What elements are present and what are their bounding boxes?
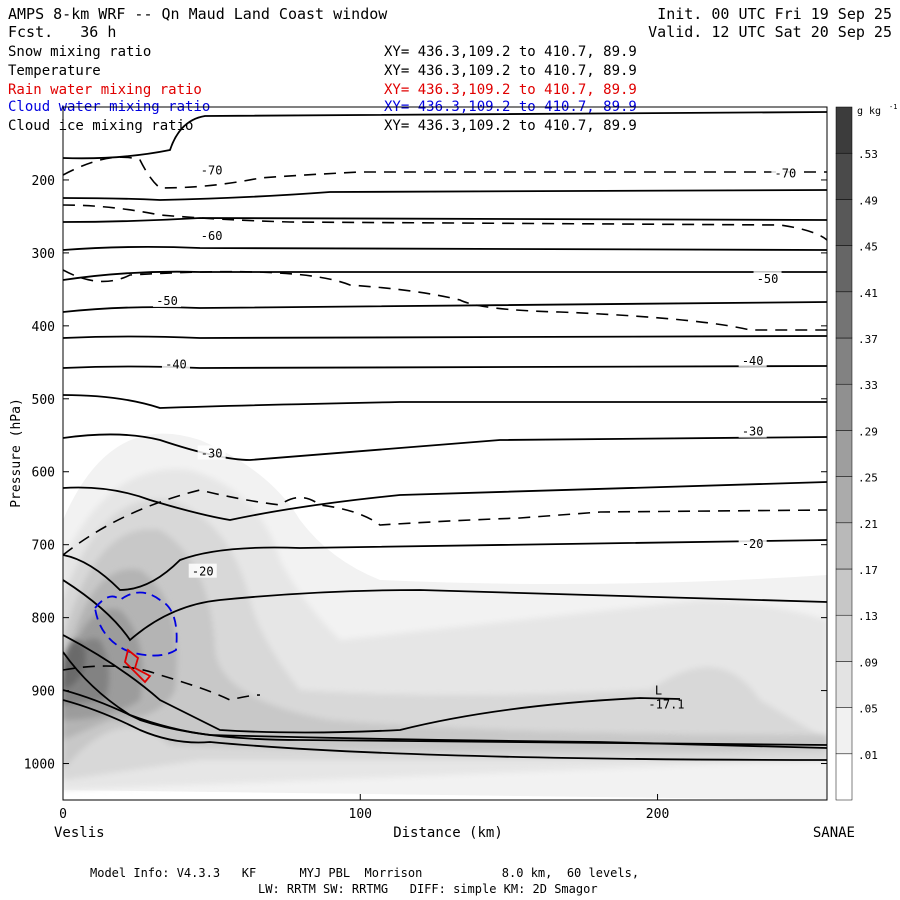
contour-label-bg: [753, 271, 782, 286]
colorbar-swatch: [835, 199, 853, 246]
forecast-hour: Fcst. 36 h: [8, 23, 117, 41]
y-tick-label: 700: [32, 539, 55, 554]
x-endpoint-right: SANAE: [813, 825, 855, 841]
field-name-rain: Rain water mixing ratio: [8, 82, 202, 98]
colorbar-tick-label: .49: [858, 194, 878, 207]
contour-label-bg: [197, 445, 226, 460]
colorbar-tick-label: .05: [858, 703, 878, 716]
colorbar-tick-label: .37: [858, 333, 878, 346]
colorbar-swatch: [835, 661, 853, 708]
contour-label-bg: [197, 228, 226, 243]
y-tick-label: 400: [32, 320, 55, 335]
colorbar-swatch: [835, 753, 853, 801]
temperature-label: -50: [757, 272, 779, 286]
colorbar-swatch: [835, 476, 853, 524]
colorbar-tick-label: .21: [858, 518, 878, 531]
temperature-label: -40: [165, 358, 187, 372]
field-name-temperature: Temperature: [8, 63, 101, 79]
colorbar-unit-exponent: -1: [889, 103, 897, 111]
temperature-label: -20: [192, 565, 214, 579]
colorbar-swatch: [835, 430, 853, 477]
field-name-cloud-ice: Cloud ice mixing ratio: [8, 118, 194, 134]
temperature-label: -70: [775, 166, 797, 180]
temperature-label: -20: [742, 537, 764, 551]
colorbar-tick-label: .17: [858, 564, 878, 577]
temperature-label: -30: [201, 447, 223, 461]
colorbar-tick-label: .45: [858, 241, 878, 254]
temperature-label: -40: [742, 354, 764, 368]
colorbar-unit: g kg: [857, 106, 881, 117]
cloud-water-contour: [94, 591, 178, 657]
y-tick-label: 900: [32, 685, 55, 700]
colorbar-swatch: [835, 291, 853, 339]
colorbar-swatch: [835, 383, 853, 431]
contour-label-bg: [738, 352, 767, 367]
colorbar-swatch: [835, 106, 853, 154]
colorbar-swatch: [835, 614, 853, 662]
init-time: Init. 00 UTC Fri 19 Sep 25: [657, 5, 892, 23]
field-name-snow: Snow mixing ratio: [8, 44, 152, 60]
colorbar-tick-label: .29: [858, 425, 878, 438]
y-tick-label: 800: [32, 612, 55, 627]
y-tick-label: 500: [32, 393, 55, 408]
model-info-line1: Model Info: V4.3.3 KF MYJ PBL Morrison 8…: [90, 866, 640, 880]
y-axis-label: Pressure (hPa): [9, 398, 24, 508]
contour-label-bg: [738, 535, 767, 550]
colorbar-tick-label: .01: [858, 749, 878, 762]
contour-label-bg: [197, 162, 226, 177]
valid-time: Valid. 12 UTC Sat 20 Sep 25: [648, 23, 892, 41]
field-xy-rain: XY= 436.3,109.2 to 410.7, 89.9: [384, 82, 637, 98]
colorbar-swatch: [835, 522, 853, 570]
colorbar-tick-label: .41: [858, 287, 878, 300]
contour-label-bg: [161, 356, 190, 371]
colorbar-swatch: [835, 568, 853, 616]
field-xy-snow: XY= 436.3,109.2 to 410.7, 89.9: [384, 44, 637, 60]
y-tick-label: 1000: [24, 758, 55, 773]
colorbar-tick-label: .25: [858, 472, 878, 485]
field-xy-temperature: XY= 436.3,109.2 to 410.7, 89.9: [384, 63, 637, 79]
plot-frame: [62, 106, 828, 801]
minimum-value: -17.1: [648, 697, 684, 711]
minimum-marker: L: [655, 683, 662, 697]
colorbar-swatch: [835, 337, 853, 385]
snow-shading: [63, 433, 827, 800]
contour-label-bg: [738, 423, 767, 438]
contour-label-bg: [188, 563, 217, 578]
x-tick-label: 200: [646, 807, 669, 822]
colorbar-swatch: [835, 707, 853, 755]
x-tick-label: 0: [59, 807, 67, 822]
colorbar-swatch: [835, 152, 853, 200]
colorbar-tick-label: .13: [858, 610, 878, 623]
temperature-label: -30: [742, 425, 764, 439]
field-xy-cloud-ice: XY= 436.3,109.2 to 410.7, 89.9: [384, 118, 637, 134]
contour-label-bg: [771, 165, 800, 180]
colorbar-tick-label: .33: [858, 379, 878, 392]
model-info-line2: LW: RRTM SW: RRTMG DIFF: simple KM: 2D S…: [258, 882, 598, 896]
colorbar-tick-label: .53: [858, 148, 878, 161]
x-tick-label: 100: [349, 807, 372, 822]
y-tick-label: 300: [32, 247, 55, 262]
y-tick-label: 200: [32, 174, 55, 189]
temperature-contours: [63, 111, 827, 761]
colorbar-swatch: [835, 245, 853, 293]
x-axis-label: Distance (km): [393, 825, 503, 841]
contour-label-bg: [153, 293, 182, 308]
y-tick-label: 600: [32, 466, 55, 481]
colorbar-tick-label: .09: [858, 656, 878, 669]
temperature-label: -60: [201, 229, 223, 243]
temperature-label: -50: [156, 294, 178, 308]
chart-title: AMPS 8-km WRF -- Qn Maud Land Coast wind…: [8, 5, 388, 23]
temperature-label: -70: [201, 163, 223, 177]
x-endpoint-left: Veslis: [54, 825, 105, 841]
rain-contour: [124, 648, 152, 684]
